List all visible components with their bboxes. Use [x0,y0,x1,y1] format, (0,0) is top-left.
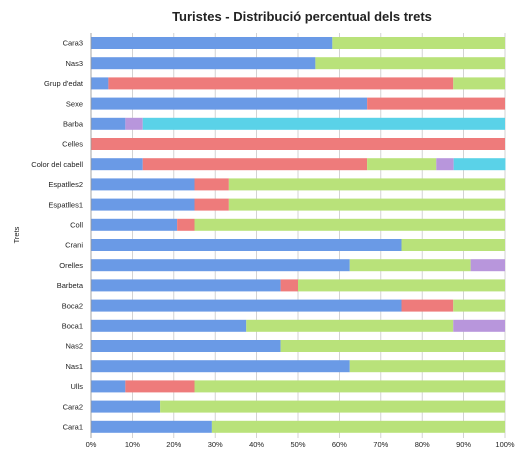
bar-segment [91,340,281,352]
bar-segment [470,259,505,272]
bar-segment [332,37,505,49]
category-label: Color del cabell [31,160,83,169]
bar-segment [91,319,247,332]
bar-segment [453,158,506,171]
bar-segment [194,218,505,231]
bar-segment [91,97,368,110]
bar-segment [367,158,437,171]
category-label: Boca1 [62,322,83,331]
category-label: Sexe [66,99,83,108]
bar-segment [142,117,505,130]
bar-segment [91,259,350,272]
bar-segment [177,218,195,231]
x-tick-label: 70% [373,440,388,449]
bar-segment [194,380,505,393]
bar-segment [91,279,281,292]
category-label: Nas1 [65,362,83,371]
bar-segment [194,178,229,191]
bar-segment [108,77,454,90]
bar-segment [125,380,195,393]
category-label: Espatlles1 [48,200,83,209]
bar-segment [298,279,505,292]
bar-segment [91,360,350,373]
bar-segment [280,279,298,292]
category-labels: Cara3 Nas3 Grup d'edat Sexe Barba Celles Color… [31,39,84,432]
bar-segment [91,299,402,312]
category-label: Cara1 [63,423,83,432]
bar-segment [91,77,109,90]
x-tick-label: 80% [415,440,430,449]
y-axis-label: Trets [12,226,21,243]
chart-title: Turistes - Distribució percentual dels t… [172,9,432,24]
bar-segment [91,380,126,393]
bar-segment [280,340,505,352]
bar-segment [160,400,505,413]
bar-segment [91,158,143,171]
bar-segment [401,239,505,251]
x-tick-label: 100% [495,440,515,449]
bar-segment [349,360,505,373]
bar-segment [142,158,368,171]
bar-segment [91,218,178,231]
x-tick-label: 50% [290,440,305,449]
category-label: Nas2 [65,342,83,351]
category-label: Nas3 [65,59,83,68]
x-tick-labels: 0% 10% 20% 30% 40% 50% 60% 70% 80% 90% 100% [86,440,515,449]
x-tick-label: 90% [456,440,471,449]
category-label: Barbeta [57,281,84,290]
bar-segment [91,57,316,70]
category-label: Ulls [71,382,84,391]
x-tick-label: 30% [208,440,223,449]
bar-segment [453,299,505,312]
category-label: Espatlles2 [48,180,83,189]
bar-segment [91,400,161,413]
category-label: Celles [62,140,83,149]
bar-segment [91,198,195,211]
bar-segment [211,420,505,433]
bar-segment [91,420,212,433]
x-tick-label: 0% [86,440,97,449]
bar-segment [125,117,143,130]
bars [91,37,506,433]
x-tick-label: 10% [125,440,140,449]
bar-segment [91,239,402,251]
bar-segment [349,259,471,272]
category-label: Grup d'edat [44,79,84,88]
bar-segment [453,319,505,332]
x-tick-label: 20% [166,440,181,449]
category-label: Coll [70,221,83,230]
bar-segment [91,37,333,49]
bar-segment [453,77,505,90]
category-label: Cara3 [63,39,83,48]
category-label: Orelles [59,261,83,270]
bar-segment [91,178,195,191]
x-tick-label: 40% [249,440,264,449]
category-label: Boca2 [62,301,83,310]
bar-segment [228,198,505,211]
grid-lines [90,33,506,438]
category-label: Cara2 [63,402,83,411]
bar-segment [315,57,505,70]
category-label: Barba [63,120,84,129]
bar-segment [91,117,126,130]
bar-segment [228,178,505,191]
bar-segment [436,158,454,171]
bar-segment [367,97,505,110]
bar-segment [91,138,505,150]
category-label: Crani [65,241,83,250]
bar-segment [246,319,454,332]
bar-segment [401,299,454,312]
x-tick-label: 60% [332,440,347,449]
bar-segment [194,198,229,211]
